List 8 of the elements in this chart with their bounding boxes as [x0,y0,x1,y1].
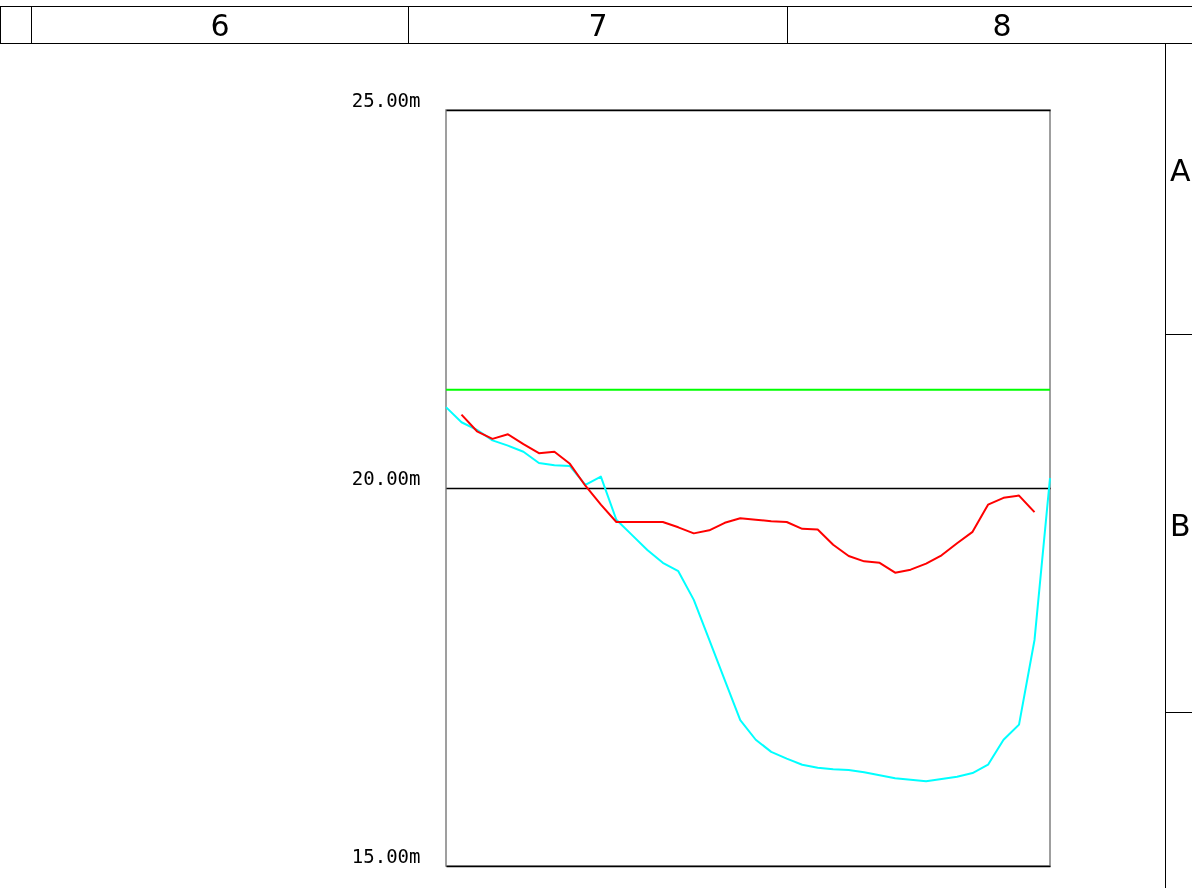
text: 8 [787,6,1192,44]
text: A [1170,151,1192,190]
text: 6 [31,6,409,44]
y-tick-label: 15.00m [351,844,421,867]
y-tick-label: 25.00m [351,88,421,111]
y-tick-label: 20.00m [351,466,421,489]
text: 7 [408,6,788,44]
text: B [1170,506,1192,545]
